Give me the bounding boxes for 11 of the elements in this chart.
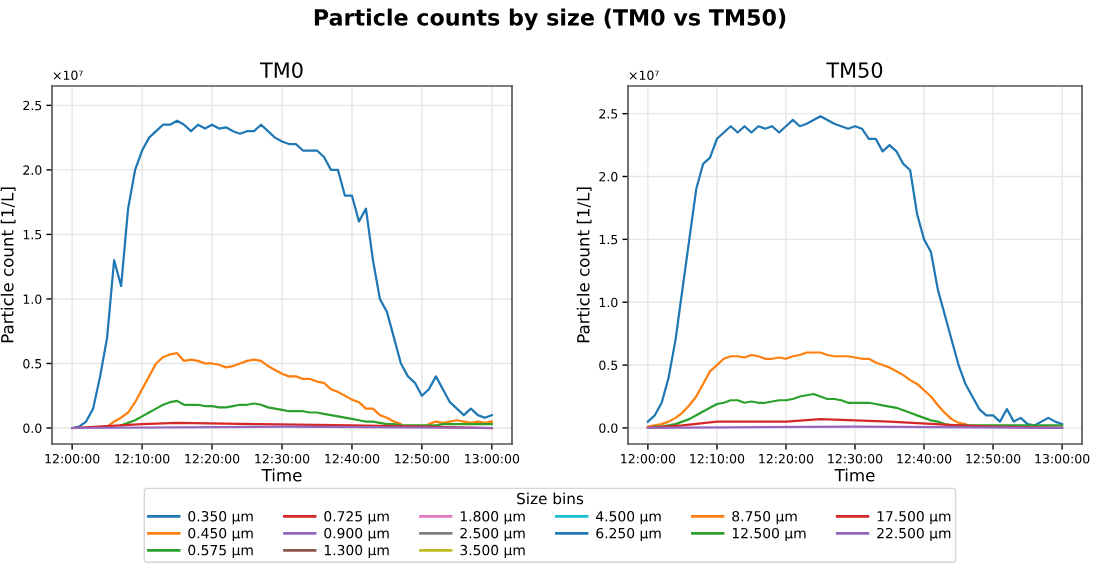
y-axis-title: Particle count [1/L]	[576, 187, 592, 343]
line-series	[120, 399, 493, 427]
chart-title: TM50	[826, 62, 883, 78]
x-axis-title: Time	[261, 468, 302, 482]
text: Particle counts by size (TM0 vs TM50)	[314, 8, 786, 31]
y-axis-title: Particle count [1/L]	[0, 187, 16, 343]
line-series	[646, 115, 1064, 427]
line-series	[646, 351, 967, 428]
chart-title: TM0	[259, 62, 303, 78]
line-series	[71, 119, 493, 430]
x-axis-title: Time	[834, 468, 875, 482]
